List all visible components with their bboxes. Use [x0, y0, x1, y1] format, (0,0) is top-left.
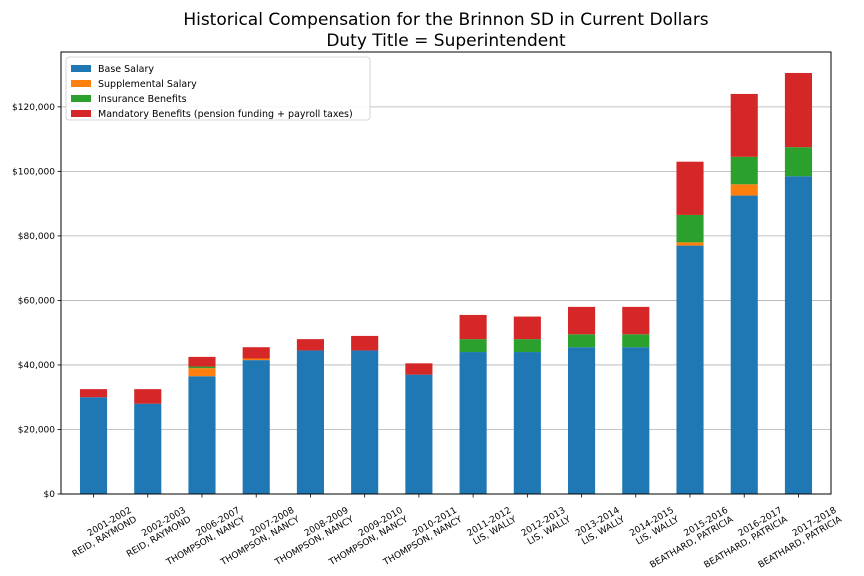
bar-segment	[79, 397, 108, 494]
bar-segment	[676, 242, 704, 246]
bar-segment	[242, 358, 270, 361]
bar-segment	[188, 356, 216, 367]
bar-segment	[568, 347, 596, 494]
legend-swatch	[71, 65, 91, 72]
bars	[79, 72, 813, 495]
chart-subtitle: Duty Title = Superintendent	[326, 31, 566, 51]
bar-segment	[513, 352, 541, 494]
bar-segment	[188, 368, 216, 377]
bar-segment	[784, 176, 813, 495]
bar-segment	[459, 314, 487, 340]
legend-swatch	[71, 95, 91, 102]
bar-segment	[296, 350, 324, 494]
chart-title: Historical Compensation for the Brinnon …	[183, 10, 708, 30]
legend-label: Supplemental Salary	[98, 79, 197, 90]
y-tick-label: $60,000	[18, 296, 55, 306]
legend-label: Base Salary	[98, 64, 154, 75]
bar-segment	[405, 374, 433, 494]
bar-segment	[459, 339, 487, 353]
bar-segment	[351, 335, 379, 351]
y-tick-label: $40,000	[18, 361, 55, 371]
bar-segment	[622, 334, 650, 348]
bar-segment	[459, 352, 487, 494]
bar-segment	[351, 350, 379, 494]
x-axis: 2001-2002REID, RAYMOND 2002-2003REID, RAY…	[71, 494, 844, 571]
bar-segment	[513, 339, 541, 353]
bar-segment	[405, 363, 433, 375]
bar-segment	[296, 339, 324, 351]
bar-segment	[513, 316, 541, 340]
bar-segment	[676, 161, 704, 215]
bar-segment	[134, 389, 162, 404]
bar-segment	[188, 376, 216, 494]
bar-segment	[242, 347, 270, 359]
bar-segment	[730, 184, 758, 196]
bar-segment	[242, 360, 270, 494]
legend-label: Insurance Benefits	[98, 94, 187, 105]
bar-segment	[730, 93, 758, 157]
bar-segment	[730, 195, 758, 494]
bar-segment	[568, 306, 596, 335]
x-tick-label: 2013-2014LIS, WALLY	[574, 505, 627, 548]
bar-segment	[784, 147, 813, 177]
x-tick-label: 2011-2012LIS, WALLY	[466, 505, 519, 548]
y-tick-label: $80,000	[18, 232, 55, 242]
bar-segment	[622, 347, 650, 494]
legend-box	[65, 56, 371, 121]
y-axis: $0 $20,000 $40,000 $60,000 $80,000 $100,000 $1…	[12, 103, 61, 500]
bar-segment	[622, 306, 650, 335]
x-tick-label: 2012-2013LIS, WALLY	[520, 505, 573, 548]
legend-swatch	[71, 80, 91, 87]
y-tick-label: $20,000	[18, 425, 55, 435]
plot-frame	[60, 51, 832, 495]
y-tick-label: $0	[44, 490, 56, 500]
legend: Base Salary Supplemental Salary Insurance …	[65, 56, 371, 121]
bar-segment	[784, 72, 813, 148]
legend-label: Mandatory Benefits (pension funding + pa…	[98, 109, 353, 120]
grid-lines	[61, 106, 831, 430]
legend-swatch	[71, 110, 91, 117]
bar-segment	[730, 156, 758, 185]
bar-segment	[134, 403, 162, 494]
y-tick-label: $100,000	[12, 167, 55, 177]
bar-segment	[676, 245, 704, 494]
bar-segment	[676, 214, 704, 243]
y-tick-label: $120,000	[12, 103, 55, 113]
x-tick-label: 2014-2015LIS, WALLY	[628, 505, 681, 548]
bar-segment	[568, 334, 596, 348]
bar-segment	[188, 366, 216, 369]
bar-segment	[79, 389, 108, 398]
